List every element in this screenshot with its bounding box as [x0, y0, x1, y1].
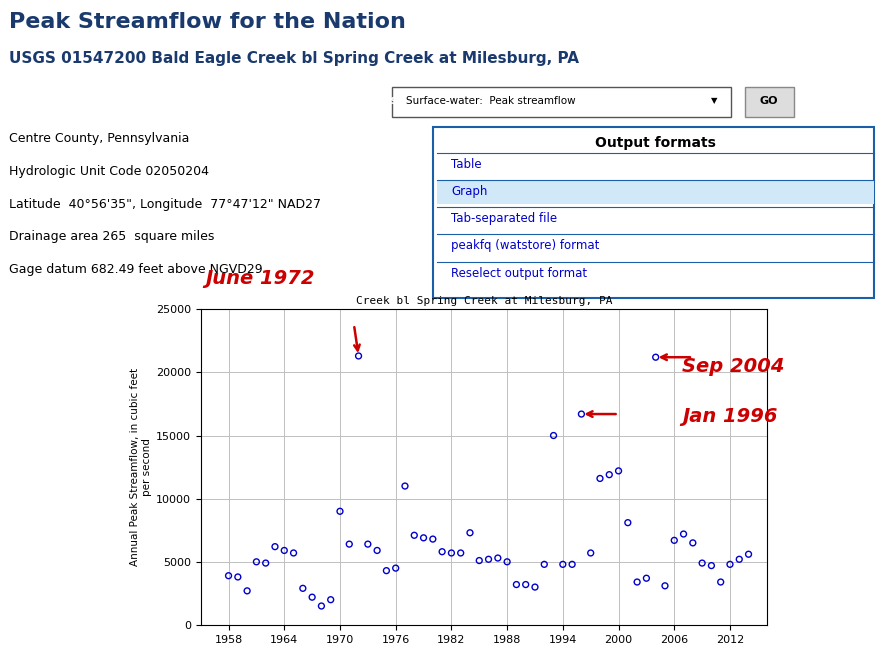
Point: [453, 547, 467, 558]
Point: [444, 547, 458, 558]
Point: [379, 566, 393, 576]
Point: [417, 533, 431, 543]
Point: [630, 577, 644, 587]
Title: Creek bl Spring Creek at Milesburg, PA: Creek bl Spring Creek at Milesburg, PA: [356, 296, 612, 306]
Point: [509, 579, 524, 590]
Point: [277, 546, 292, 556]
Point: [305, 592, 319, 602]
Point: [648, 352, 663, 363]
Point: [518, 579, 533, 590]
Text: Table: Table: [450, 158, 482, 171]
Point: [259, 558, 273, 568]
Point: [621, 518, 635, 528]
Point: [593, 473, 607, 484]
Point: [333, 506, 347, 516]
Point: [286, 547, 301, 558]
Y-axis label: Annual Peak Streamflow, in cubic feet
per second: Annual Peak Streamflow, in cubic feet pe…: [130, 368, 152, 566]
Text: June 1972: June 1972: [205, 269, 315, 288]
Point: [360, 539, 375, 549]
Text: Centre County, Pennsylvania: Centre County, Pennsylvania: [9, 132, 189, 145]
Text: USGS 01547200 Bald Eagle Creek bl Spring Creek at Milesburg, PA: USGS 01547200 Bald Eagle Creek bl Spring…: [9, 51, 579, 66]
Point: [425, 534, 440, 544]
Text: peakfq (watstore) format: peakfq (watstore) format: [450, 240, 599, 253]
Point: [500, 557, 515, 567]
Point: [472, 555, 486, 566]
Point: [583, 547, 598, 558]
FancyBboxPatch shape: [433, 127, 874, 298]
Point: [231, 572, 245, 582]
Point: [351, 351, 366, 361]
Point: [547, 430, 561, 441]
Point: [249, 557, 263, 567]
Text: Latitude  40°56'35", Longitude  77°47'12" NAD27: Latitude 40°56'35", Longitude 77°47'12" …: [9, 197, 320, 210]
FancyBboxPatch shape: [392, 87, 731, 117]
Text: GO: GO: [760, 96, 778, 106]
Point: [732, 554, 747, 564]
Point: [695, 558, 709, 568]
Point: [296, 583, 310, 594]
Text: Graph: Graph: [450, 185, 487, 198]
Text: Tab-separated file: Tab-separated file: [450, 212, 557, 225]
Point: [370, 546, 384, 556]
Point: [611, 465, 625, 476]
Text: Output formats: Output formats: [595, 136, 716, 150]
Point: [463, 527, 477, 538]
Text: Sep 2004: Sep 2004: [682, 357, 785, 376]
Point: [398, 481, 412, 492]
Point: [556, 559, 570, 570]
Point: [240, 586, 254, 596]
Text: Gage datum 682.49 feet above NGVD29: Gage datum 682.49 feet above NGVD29: [9, 262, 262, 275]
Point: [221, 570, 235, 581]
Point: [343, 539, 357, 549]
FancyBboxPatch shape: [437, 181, 874, 204]
Point: [602, 469, 616, 480]
Point: [407, 530, 421, 540]
Point: [714, 577, 728, 587]
Point: [741, 549, 756, 559]
Point: [723, 559, 737, 570]
Point: [537, 559, 551, 570]
Text: Hydrologic Unit Code 02050204: Hydrologic Unit Code 02050204: [9, 165, 209, 178]
Point: [268, 542, 282, 552]
Point: [574, 409, 589, 419]
FancyBboxPatch shape: [745, 87, 794, 117]
Point: [565, 559, 579, 570]
Text: Surface-water:  Peak streamflow: Surface-water: Peak streamflow: [406, 96, 575, 106]
Point: [640, 573, 654, 583]
Point: [686, 538, 700, 548]
Point: [657, 581, 672, 591]
Point: [389, 563, 403, 574]
Text: Drainage area 265  square miles: Drainage area 265 square miles: [9, 230, 214, 243]
Point: [528, 582, 542, 592]
Point: [314, 601, 328, 611]
Point: [482, 554, 496, 564]
Point: [705, 561, 719, 571]
Text: Available data for this site: Available data for this site: [250, 94, 425, 107]
Point: [324, 594, 338, 605]
Text: Peak Streamflow for the Nation: Peak Streamflow for the Nation: [9, 12, 406, 32]
Point: [667, 535, 681, 546]
Text: Jan 1996: Jan 1996: [682, 407, 778, 426]
Point: [676, 529, 690, 539]
Point: [491, 553, 505, 563]
Text: ▼: ▼: [711, 96, 717, 105]
Text: Reselect output format: Reselect output format: [450, 267, 587, 279]
Point: [435, 546, 450, 557]
